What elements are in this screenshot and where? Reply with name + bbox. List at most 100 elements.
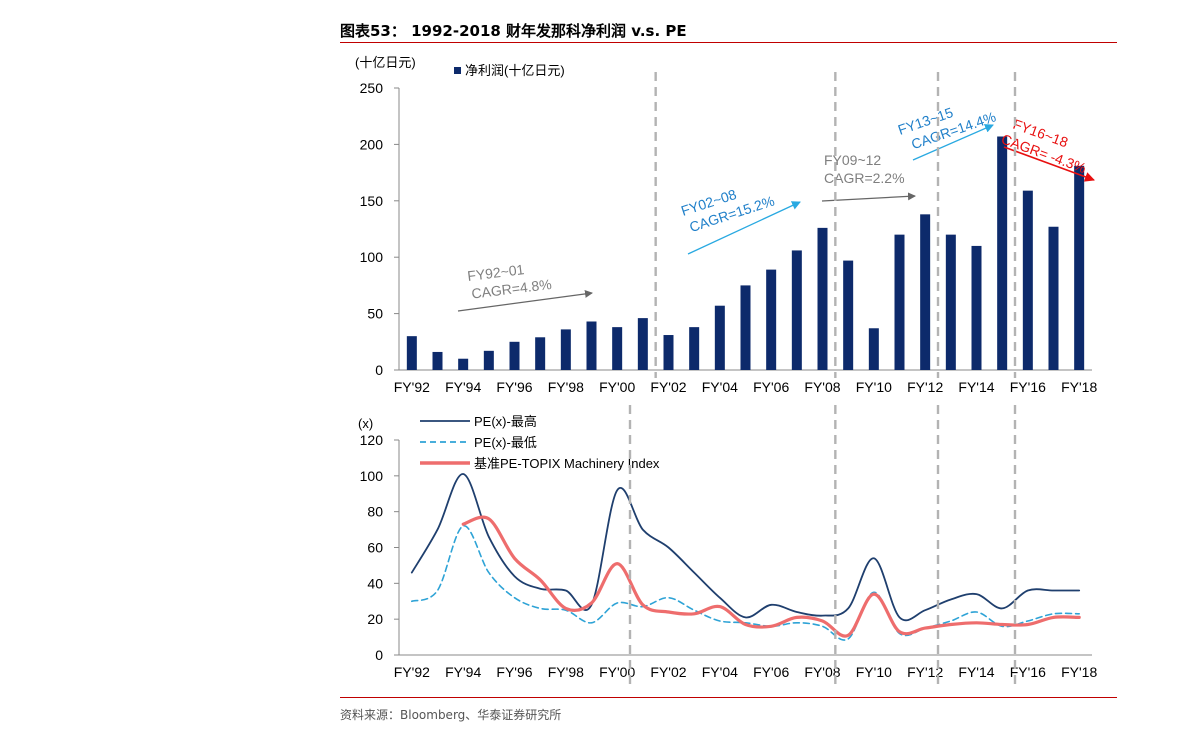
bar-FY'12: [920, 214, 931, 370]
pe-lines: [410, 473, 1081, 641]
pe-x-tick-label: FY'02: [650, 664, 686, 680]
bar-FY'03: [689, 327, 700, 370]
cagr-label-3-rate: CAGR=2.2%: [824, 170, 905, 186]
bar-FY'18: [1074, 165, 1085, 370]
bar-FY'13: [945, 234, 956, 370]
pe-x-tick-label: FY'18: [1061, 664, 1097, 680]
bar-FY'11: [894, 234, 905, 370]
bar-x-tick-label: FY'08: [804, 379, 840, 395]
pe-y-tick-label: 80: [367, 504, 383, 520]
pe-x-tick-label: FY'06: [753, 664, 789, 680]
bar-FY'02: [663, 335, 674, 370]
bar-FY'04: [714, 305, 725, 370]
pe-x-tick-label: FY'14: [958, 664, 994, 680]
source-note: 资料来源：Bloomberg、华泰证券研究所: [340, 708, 562, 722]
bar-y-tick-label: 100: [360, 249, 384, 265]
pe-chart: (x) PE(x)-最高 PE(x)-最低 基准PE-TOPIX Machine…: [358, 414, 1097, 680]
bar-FY'96: [509, 341, 520, 370]
bar-x-tick-label: FY'00: [599, 379, 635, 395]
cagr-arrow-5: [1003, 146, 1095, 182]
pe-x-tick-label: FY'12: [907, 664, 943, 680]
pe-y-tick-label: 0: [375, 647, 383, 663]
pe-x-tick-label: FY'00: [599, 664, 635, 680]
pe-y-tick-label: 100: [360, 468, 384, 484]
cagr-annotation-1: FY92~01 CAGR=4.8%: [457, 261, 593, 312]
bar-unit-label: (十亿日元): [355, 55, 416, 70]
pe-x-tick-label: FY'16: [1010, 664, 1046, 680]
legend-label-pe-high: PE(x)-最高: [474, 414, 537, 429]
bar-FY'94: [458, 358, 469, 370]
bar-legend-swatch: [454, 67, 461, 74]
cagr-label-1-range: FY92~01: [466, 261, 525, 284]
pe-y-tick-label: 40: [367, 575, 383, 591]
pe-x-tick-label: FY'10: [856, 664, 892, 680]
cagr-arrow-3: [821, 192, 916, 202]
bar-FY'14: [971, 245, 982, 370]
pe-x-tick-label: FY'94: [445, 664, 481, 680]
bar-y-tick-label: 0: [375, 362, 383, 378]
cagr-annotation-4: FY13~15 CAGR=14.4%: [896, 104, 998, 161]
pe-y-ticks: 0 20 40 60 80 100 120: [360, 432, 399, 663]
bar-y-tick-label: 50: [367, 306, 383, 322]
bar-FY'15: [997, 136, 1008, 370]
source-rule: [340, 697, 1117, 698]
bar-FY'98: [560, 329, 571, 370]
bar-x-tick-label: FY'06: [753, 379, 789, 395]
pe-high-line: [410, 473, 1081, 622]
bar-x-tick-label: FY'10: [856, 379, 892, 395]
bar-y-tick-label: 150: [360, 193, 384, 209]
bar-FY'06: [766, 269, 777, 370]
cagr-arrow-4: [912, 124, 994, 161]
bar-FY'09: [843, 260, 854, 370]
bar-x-tick-label: FY'18: [1061, 379, 1097, 395]
cagr-arrow-2: [687, 201, 801, 255]
bar-FY'00: [612, 327, 623, 370]
bar-FY'97: [535, 337, 546, 370]
cagr-annotation-2: FY02~08 CAGR=15.2%: [679, 186, 801, 255]
bar-FY'92: [406, 336, 417, 370]
legend-label-pe-low: PE(x)-最低: [474, 435, 537, 450]
bar-FY'95: [483, 350, 494, 370]
bar-FY'01: [637, 318, 648, 370]
pe-x-tick-label: FY'92: [394, 664, 430, 680]
bar-legend-label: 净利润(十亿日元): [465, 63, 565, 78]
bar-y-tick-label: 250: [360, 80, 384, 96]
bar-x-tick-label: FY'96: [496, 379, 532, 395]
bar-FY'93: [432, 351, 443, 370]
title-rule: [340, 42, 1117, 43]
bar-FY'05: [740, 285, 751, 370]
bar-y-ticks: 0 50 100 150 200 250: [360, 80, 399, 378]
pe-x-tick-label: FY'04: [702, 664, 738, 680]
bar-FY'08: [817, 227, 828, 370]
bar-x-tick-label: FY'16: [1010, 379, 1046, 395]
bar-FY'17: [1048, 226, 1059, 370]
figure-title: 图表53： 1992-2018 财年发那科净利润 v.s. PE: [340, 22, 687, 40]
bar-x-tick-label: FY'94: [445, 379, 481, 395]
legend-label-benchmark: 基准PE-TOPIX Machinery Index: [474, 456, 660, 471]
bar-x-tick-label: FY'02: [650, 379, 686, 395]
bar-x-tick-label: FY'04: [702, 379, 738, 395]
bar-x-tick-label: FY'98: [548, 379, 584, 395]
bar-x-tick-label: FY'14: [958, 379, 994, 395]
bars: [406, 136, 1085, 370]
bar-y-tick-label: 200: [360, 136, 384, 152]
bar-x-ticks: FY'92 FY'94 FY'96 FY'98 FY'00 FY'02 FY'04 FY'06…: [394, 379, 1098, 395]
cagr-label-3-range: FY09~12: [824, 152, 881, 168]
pe-y-tick-label: 120: [360, 432, 384, 448]
bar-x-tick-label: FY'12: [907, 379, 943, 395]
pe-y-tick-label: 60: [367, 540, 383, 556]
bar-FY'10: [868, 328, 879, 370]
period-dividers: [628, 72, 1017, 690]
bar-FY'99: [586, 321, 597, 370]
pe-x-ticks: FY'92 FY'94 FY'96 FY'98 FY'00 FY'02 FY'04 FY'06…: [394, 664, 1098, 680]
pe-y-tick-label: 20: [367, 611, 383, 627]
cagr-annotation-5: FY16~18 CAGR= -4.3%: [999, 116, 1095, 182]
pe-legend: PE(x)-最高 PE(x)-最低 基准PE-TOPIX Machinery I…: [420, 414, 660, 471]
cagr-arrow-1: [457, 289, 593, 312]
pe-x-tick-label: FY'08: [804, 664, 840, 680]
bar-FY'16: [1022, 190, 1033, 370]
cagr-annotation-3: FY09~12 CAGR=2.2%: [821, 152, 916, 202]
pe-x-tick-label: FY'96: [496, 664, 532, 680]
